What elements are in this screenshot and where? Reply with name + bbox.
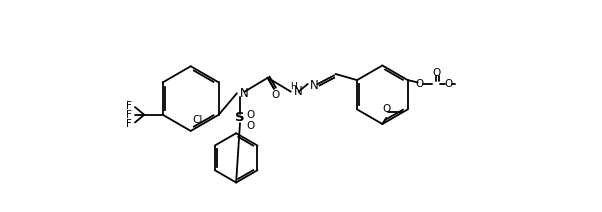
Text: N: N [294,85,303,98]
Text: N: N [240,87,249,100]
Text: F: F [126,110,132,120]
Text: O: O [247,121,255,131]
Text: O: O [247,110,255,120]
Text: O: O [382,104,390,114]
Text: F: F [126,100,132,110]
Text: S: S [235,111,245,124]
Text: O: O [272,90,279,100]
Text: F: F [126,119,132,129]
Text: O: O [444,79,453,89]
Text: O: O [415,79,423,89]
Text: Cl: Cl [192,115,203,125]
Text: N: N [309,79,318,92]
Text: O: O [432,68,440,78]
Text: H: H [291,82,297,91]
